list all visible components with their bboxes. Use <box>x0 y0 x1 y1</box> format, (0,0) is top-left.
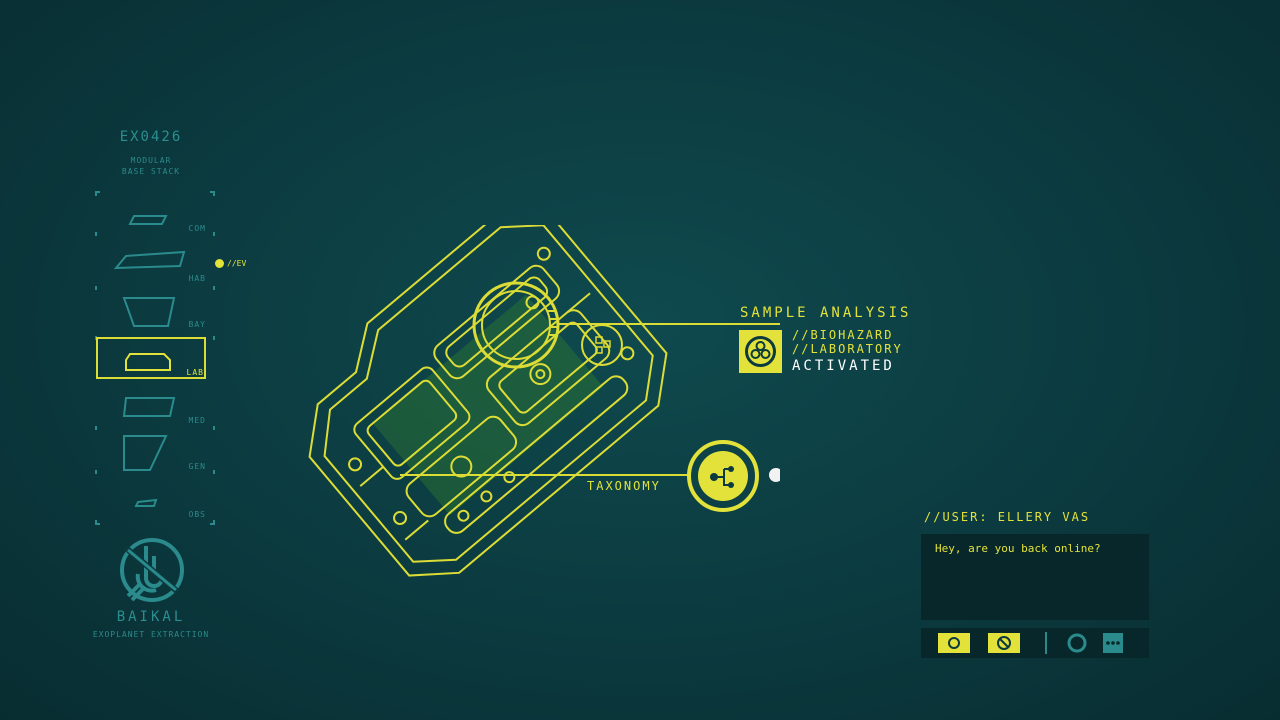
module-med-label[interactable]: MED <box>188 416 206 425</box>
module-lab-selection[interactable] <box>96 337 206 379</box>
module-hab-label[interactable]: HAB <box>188 274 206 283</box>
stack-diagram <box>95 191 215 525</box>
module-bay-label[interactable]: BAY <box>188 320 206 329</box>
no-entry-button-icon[interactable] <box>988 633 1020 653</box>
ring-button-icon[interactable] <box>1067 633 1087 653</box>
module-lab-shape <box>125 353 171 371</box>
analysis-line2: //LABORATORY <box>792 342 903 356</box>
module-gen-label[interactable]: GEN <box>188 462 206 471</box>
ev-dot-icon <box>215 259 224 268</box>
analysis-title: SAMPLE ANALYSIS <box>740 305 912 321</box>
stack-subtitle-line2: BASE STACK <box>121 167 181 176</box>
stack-labels: COM HAB BAY LAB MED GEN OBS <box>96 224 206 524</box>
ev-marker[interactable]: //EV <box>215 259 246 268</box>
chat-user: //USER: ELLERY VAS <box>924 510 1091 524</box>
stack-subtitle: MODULAR BASE STACK <box>96 155 206 177</box>
chat-message: Hey, are you back online? <box>935 542 1101 555</box>
ev-marker-label: //EV <box>227 259 247 268</box>
module-gen-shape <box>123 435 168 471</box>
biohazard-lab-icon[interactable] <box>739 330 782 373</box>
lab-module-blueprint <box>300 225 780 590</box>
stack-id: EX0426 <box>119 129 183 145</box>
taxonomy-tree-icon <box>687 440 759 512</box>
module-med-shape <box>122 397 176 417</box>
analysis-status: ACTIVATED <box>792 358 895 374</box>
chat-toolbar <box>921 628 1149 658</box>
chat-box: Hey, are you back online? <box>921 534 1149 620</box>
module-com-label[interactable]: COM <box>188 224 206 233</box>
more-dots-icon[interactable] <box>1103 633 1123 653</box>
brand-name: BAIKAL <box>116 609 186 625</box>
circle-button-icon[interactable] <box>938 633 970 653</box>
baikal-logo-icon <box>120 538 184 602</box>
module-bay-shape <box>122 297 176 327</box>
brand-subtitle: EXOPLANET EXTRACTION <box>92 630 210 639</box>
module-obs-shape <box>134 498 158 507</box>
module-obs-label[interactable]: OBS <box>188 510 206 519</box>
module-lab-label[interactable]: LAB <box>186 368 204 377</box>
taxonomy-label[interactable]: TAXONOMY <box>587 479 661 493</box>
analysis-line1: //BIOHAZARD <box>792 328 894 342</box>
stack-subtitle-line1: MODULAR <box>130 156 172 165</box>
toolbar-divider <box>1045 632 1047 654</box>
module-com-shape <box>128 215 168 225</box>
module-hab-shape <box>113 250 186 270</box>
